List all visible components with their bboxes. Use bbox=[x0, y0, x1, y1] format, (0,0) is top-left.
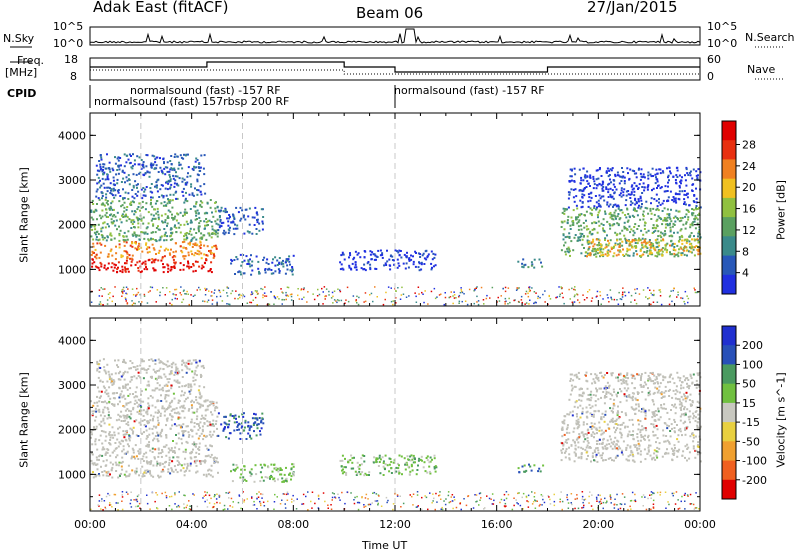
colorbar-swatch bbox=[722, 441, 736, 461]
x-axis-label: Time UT bbox=[362, 539, 408, 552]
freq-unit-label: [MHz] bbox=[5, 66, 38, 79]
station-title: Adak East (fitACF) bbox=[93, 0, 229, 16]
colorbar-swatch bbox=[722, 217, 736, 237]
cpid-label: CPID bbox=[7, 87, 37, 100]
colorbar-swatch bbox=[722, 236, 736, 256]
power-scatter-cells bbox=[90, 153, 702, 306]
colorbar-tick-label: 20 bbox=[742, 181, 756, 194]
colorbar-tick-label: -15 bbox=[742, 416, 760, 429]
y-tick-label: 1000 bbox=[58, 468, 86, 481]
nsky-label: N.Sky bbox=[3, 32, 35, 45]
colorbar-swatch bbox=[722, 121, 736, 141]
colorbar-swatch bbox=[722, 345, 736, 365]
colorbar-tick-label: 100 bbox=[742, 358, 763, 371]
colorbar-tick-label: -100 bbox=[742, 455, 767, 468]
colorbar-frame bbox=[721, 325, 737, 500]
colorbar-tick-label: 16 bbox=[742, 203, 756, 216]
noise-right-tick-top: 10^5 bbox=[707, 20, 738, 33]
x-tick-label: 00:00 bbox=[684, 518, 716, 531]
nave-tick-bottom: 0 bbox=[707, 70, 714, 83]
y-tick-label: 3000 bbox=[58, 379, 86, 392]
colorbar-tick-label: 4 bbox=[742, 267, 749, 280]
date-title: 27/Jan/2015 bbox=[587, 0, 678, 16]
colorbar-tick-label: 200 bbox=[742, 339, 763, 352]
y-tick-label: 1000 bbox=[58, 263, 86, 276]
freq-label: Freq. bbox=[17, 54, 45, 67]
colorbar-swatch bbox=[722, 422, 736, 442]
y-tick-label: 2000 bbox=[58, 424, 86, 437]
noise-left-tick-top: 10^5 bbox=[53, 20, 84, 33]
colorbar-tick-label: -50 bbox=[742, 435, 760, 448]
frequency-series-line bbox=[90, 61, 700, 73]
cpid-label-1: normalsound (fast) -157 RF bbox=[130, 84, 281, 97]
colorbar-swatch bbox=[722, 140, 736, 160]
freq-strip-frame bbox=[89, 57, 701, 81]
colorbar-swatch bbox=[722, 402, 736, 423]
freq-tick-top: 18 bbox=[64, 53, 78, 66]
y-tick-label: 4000 bbox=[58, 129, 86, 142]
colorbar-swatch bbox=[722, 383, 736, 404]
nave-tick-top: 60 bbox=[707, 53, 721, 66]
y-tick-label: 3000 bbox=[58, 174, 86, 187]
colorbar-swatch bbox=[722, 460, 736, 481]
x-tick-label: 00:00 bbox=[74, 518, 106, 531]
x-tick-label: 20:00 bbox=[582, 518, 614, 531]
colorbar-swatch bbox=[722, 326, 736, 346]
colorbar-tick-label: 15 bbox=[742, 397, 756, 410]
colorbar-swatch bbox=[722, 178, 736, 199]
colorbar-swatch bbox=[722, 159, 736, 180]
colorbar-tick-label: 8 bbox=[742, 245, 749, 258]
nsearch-label: N.Search bbox=[745, 31, 795, 44]
x-tick-label: 12:00 bbox=[379, 518, 411, 531]
colorbar-swatch bbox=[722, 197, 736, 218]
colorbar-tick-label: 12 bbox=[742, 224, 756, 237]
x-tick-label: 04:00 bbox=[176, 518, 208, 531]
noise-left-tick-bottom: 10^0 bbox=[53, 37, 84, 50]
colorbar-tick-label: 24 bbox=[742, 160, 756, 173]
cpid-label-2: normalsound (fast) 157rbsp 200 RF bbox=[94, 95, 290, 108]
colorbar-tick-label: 50 bbox=[742, 378, 756, 391]
velocity-scatter-cells bbox=[90, 358, 702, 511]
colorbar-swatch bbox=[722, 479, 736, 500]
colorbar-tick-label: -200 bbox=[742, 474, 767, 487]
colorbar-swatch bbox=[722, 364, 736, 385]
y-tick-label: 4000 bbox=[58, 334, 86, 347]
noise-series-line bbox=[89, 28, 701, 44]
y-tick-label: 2000 bbox=[58, 219, 86, 232]
colorbar-swatch bbox=[722, 274, 736, 295]
noise-strip-frame bbox=[89, 26, 701, 46]
colorbar-tick-label: 28 bbox=[742, 138, 756, 151]
noise-right-tick-bottom: 10^0 bbox=[707, 37, 738, 50]
cpid-label-3: normalsound (fast) -157 RF bbox=[394, 84, 545, 97]
nave-label: Nave bbox=[747, 63, 776, 76]
colorbar-swatch bbox=[722, 255, 736, 276]
x-tick-label: 08:00 bbox=[277, 518, 309, 531]
colorbar-frame bbox=[721, 120, 737, 295]
freq-tick-bottom: 8 bbox=[70, 70, 77, 83]
beam-title: Beam 06 bbox=[356, 4, 424, 22]
x-tick-label: 16:00 bbox=[481, 518, 513, 531]
